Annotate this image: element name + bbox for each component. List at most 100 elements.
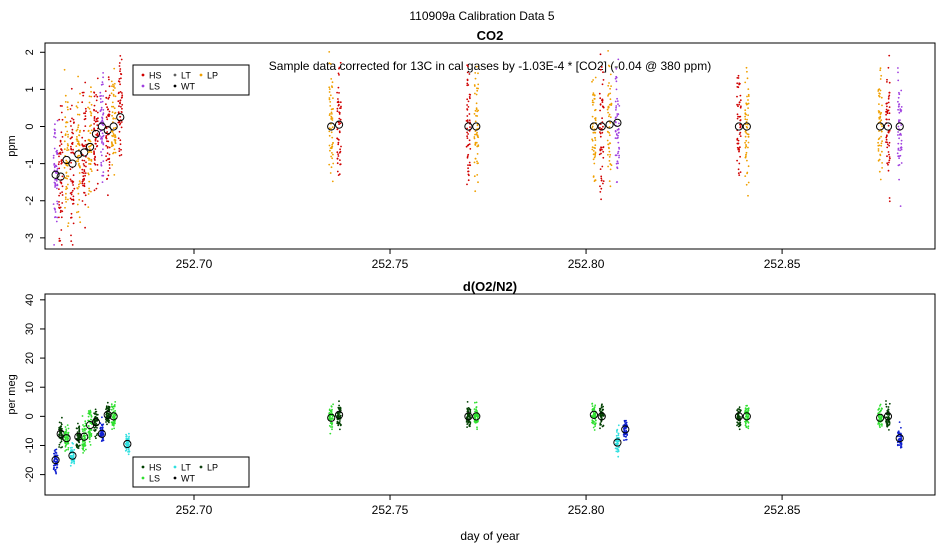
data-point [608,132,611,134]
data-point [70,459,73,462]
data-point [78,183,80,186]
data-point [70,234,72,237]
data-group [613,424,622,458]
data-point [120,105,122,108]
data-point [67,198,69,201]
data-point [58,194,60,197]
data-point [93,91,95,94]
data-point [477,181,479,184]
data-point [328,97,331,99]
data-point [469,93,472,96]
data-point [53,147,56,150]
data-point [609,163,612,166]
x-tick-label: 252.80 [568,503,605,517]
data-point [623,420,626,423]
group-mean-marker [334,120,344,129]
data-point [111,428,113,430]
data-point [66,143,69,145]
data-point [614,100,617,103]
data-point [599,53,602,56]
data-point [474,130,477,133]
data-point [880,119,883,122]
data-point [746,77,749,80]
data-point [54,129,56,132]
data-point [125,449,128,451]
data-point [112,152,114,155]
data-point [83,182,86,185]
data-point [108,421,110,424]
data-point [63,148,66,151]
data-point [474,417,477,419]
data-point [617,439,620,442]
data-point [738,103,740,106]
data-point [95,142,97,145]
data-point [101,123,104,126]
data-group [123,432,132,456]
data-point [65,449,68,451]
data-point [64,436,67,439]
data-point [113,148,116,151]
data-point [82,94,85,97]
data-point [111,111,114,114]
data-point [71,104,73,107]
data-point [338,74,340,76]
data-point [85,161,87,164]
data-point [744,118,747,121]
data-point [338,111,341,114]
y-tick-label: -2 [24,196,36,206]
data-point [67,225,69,228]
data-point [88,101,91,104]
data-point [100,164,103,167]
data-point [112,85,115,88]
data-point [330,118,333,120]
data-point [106,152,109,155]
data-point [52,154,55,157]
data-point [94,148,97,150]
data-point [624,435,627,438]
data-point [887,424,889,426]
data-point [60,244,63,246]
data-point [328,425,331,427]
data-point [897,105,900,108]
data-point [107,194,109,197]
data-point [594,119,597,122]
data-point [737,77,740,79]
data-point [84,429,86,432]
data-point [878,158,881,161]
data-point [330,426,332,428]
data-point [737,86,740,89]
data-point [878,416,880,419]
data-point [70,125,72,127]
data-point [600,177,603,180]
data-point [65,188,67,191]
data-point [101,424,103,427]
data-point [101,100,104,103]
data-point [94,159,96,161]
data-point [615,106,617,109]
data-point [601,148,603,151]
data-point [105,413,108,416]
data-point [84,436,86,439]
data-point [77,143,80,146]
data-point [64,125,67,128]
data-point [54,451,57,454]
group-mean-marker [597,412,606,421]
data-point [897,438,900,441]
data-point [739,409,742,411]
data-point [69,168,72,171]
data-point [56,216,59,219]
data-point [466,135,468,138]
data-point [337,121,340,124]
data-point [337,98,339,100]
data-point [77,124,80,127]
data-point [898,421,901,423]
data-point [90,112,93,114]
data-point [885,138,888,141]
group-mean-marker [742,412,751,421]
group-mean-marker [327,122,336,131]
data-point [594,404,597,407]
data-point [615,75,618,78]
data-point [65,430,68,432]
data-point [898,91,900,94]
data-point [96,95,99,98]
